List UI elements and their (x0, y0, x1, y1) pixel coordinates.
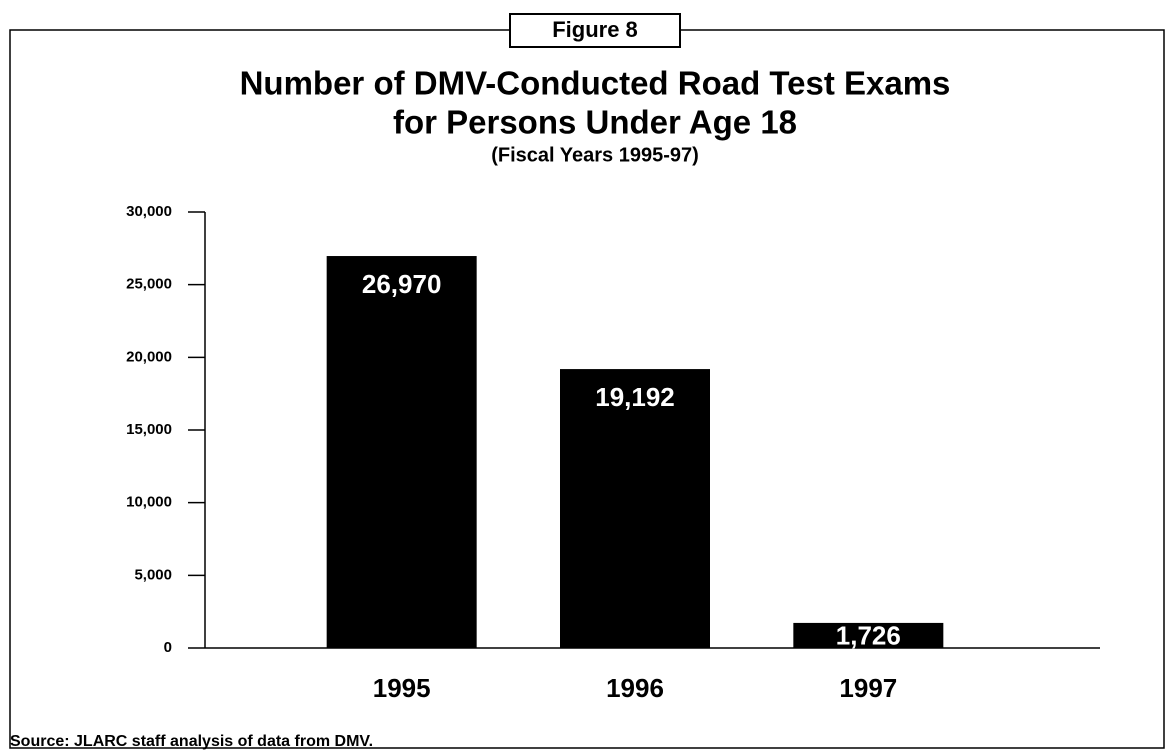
y-tick-label: 20,000 (126, 348, 172, 365)
bar (560, 369, 710, 648)
chart-title-line2: for Persons Under Age 18 (393, 104, 797, 141)
y-tick-label: 5,000 (134, 566, 172, 583)
y-tick-label: 15,000 (126, 421, 172, 438)
y-tick-label: 0 (164, 639, 172, 656)
y-tick-label: 25,000 (126, 276, 172, 293)
y-tick-label: 30,000 (126, 203, 172, 220)
value-label: 26,970 (362, 269, 442, 299)
value-label: 19,192 (595, 382, 675, 412)
value-label: 1,726 (836, 620, 901, 650)
figure-label: Figure 8 (552, 17, 638, 42)
y-tick-label: 10,000 (126, 494, 172, 511)
bar (793, 622, 944, 648)
source-note: Source: JLARC staff analysis of data fro… (10, 733, 373, 750)
bar (326, 256, 477, 648)
chart-subtitle: (Fiscal Years 1995-97) (491, 144, 699, 166)
x-tick-label: 1997 (839, 673, 897, 703)
x-tick-label: 1996 (606, 673, 664, 703)
x-tick-label: 1995 (373, 673, 431, 703)
chart-title: Number of DMV-Conducted Road Test Exams (240, 65, 951, 102)
figure-box (509, 13, 681, 48)
